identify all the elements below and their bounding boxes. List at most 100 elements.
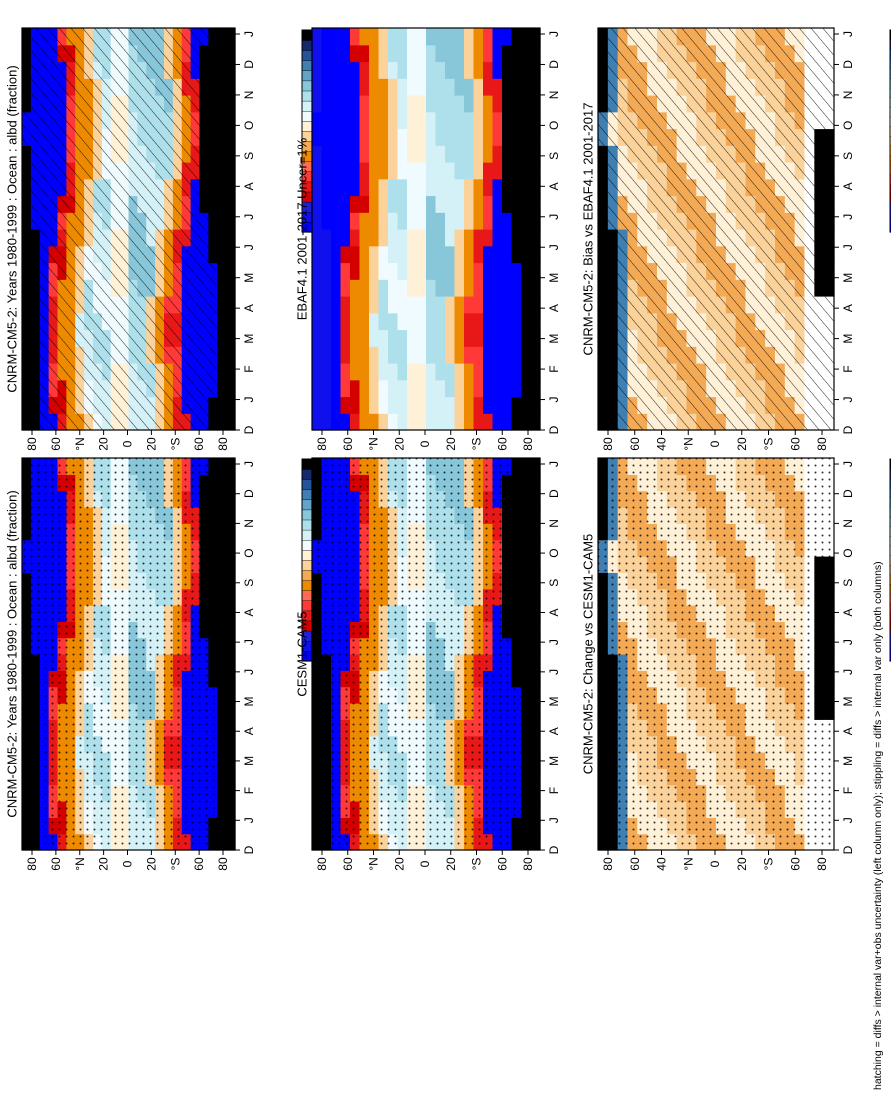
heatmap-cell [416, 296, 427, 314]
heatmap-cell [445, 329, 456, 347]
heatmap-cell [435, 245, 446, 264]
heatmap-cell [321, 229, 332, 247]
heatmap-cell [502, 312, 513, 331]
x-tick-label: S [242, 579, 256, 587]
heatmap-cell [331, 162, 342, 180]
x-tick-label: J [547, 397, 561, 403]
heatmap-cell [369, 346, 380, 364]
heatmap-cell [483, 296, 494, 314]
x-tick-label: M [547, 273, 561, 283]
y-tick-label: 60 [628, 857, 642, 871]
heatmap-cell [312, 346, 323, 364]
heatmap-cell [340, 329, 351, 347]
heatmap-cell [530, 312, 541, 331]
heatmap-cell [340, 296, 351, 314]
heatmap-cell [369, 95, 380, 113]
heatmap-cell [359, 111, 370, 130]
heatmap-cell [511, 413, 522, 431]
heatmap-cell [350, 162, 361, 180]
heatmap-cell [369, 162, 380, 180]
y-tick-label: 60 [341, 437, 355, 451]
heatmap-cell [388, 44, 399, 63]
heatmap-cell [502, 28, 513, 46]
heatmap-cell [473, 61, 484, 79]
heatmap-cell [464, 162, 475, 180]
panel-title: EBAF4.1 2001-2017 Uncer=1% [295, 137, 310, 320]
heatmap-cell [397, 145, 408, 163]
heatmap-cell [397, 212, 408, 230]
heatmap-cell [492, 245, 503, 264]
heatmap-cell [511, 212, 522, 230]
heatmap-cell [359, 312, 370, 331]
x-tick-label: A [242, 182, 256, 190]
panel-p4: D J F M A M J J A S O N D J 80 60 °N 20 0 20 °S 60 80 CESM1-CAM… [295, 457, 561, 871]
heatmap-cell [426, 396, 437, 414]
heatmap-cell [464, 245, 475, 264]
heatmap-cell [464, 111, 475, 130]
heatmap-cell [511, 396, 522, 414]
heatmap-cell [454, 145, 465, 163]
heatmap-cell [359, 178, 370, 197]
heatmap-cell [321, 111, 332, 130]
x-tick-label: A [841, 608, 855, 616]
heatmap-cell [397, 396, 408, 414]
heatmap-cell [388, 346, 399, 364]
heatmap-cell [492, 128, 503, 146]
heatmap-cell [435, 145, 446, 163]
heatmap-cell [502, 346, 513, 364]
heatmap-cell [378, 162, 389, 180]
heatmap-cell [359, 128, 370, 146]
heatmap-cell [350, 78, 361, 96]
heatmap-cell [464, 279, 475, 297]
heatmap-cell [397, 329, 408, 347]
heatmap-cell [378, 28, 389, 46]
heatmap-cell [407, 145, 418, 163]
y-tick-label: 0 [121, 860, 135, 867]
heatmap-cell [492, 61, 503, 79]
heatmap-cell [331, 195, 342, 213]
heatmap-cell [331, 44, 342, 63]
heatmap-cell [312, 379, 323, 398]
heatmap-cell [473, 279, 484, 297]
x-tick-label: M [841, 756, 855, 766]
x-tick-label: J [547, 817, 561, 823]
heatmap-cell [388, 245, 399, 264]
heatmap-cell [416, 346, 427, 364]
heatmap-cell [369, 329, 380, 347]
y-tick-label: 20 [97, 437, 111, 451]
x-tick-label: S [547, 152, 561, 160]
heatmap-cell [521, 78, 532, 96]
x-tick-label: F [547, 365, 561, 372]
heatmap-cell [473, 78, 484, 96]
heatmap-cell [445, 28, 456, 46]
heatmap-cell [464, 178, 475, 197]
heatmap-cell [321, 28, 332, 46]
heatmap-cell [502, 396, 513, 414]
heatmap-cell [445, 413, 456, 431]
heatmap-cell [321, 145, 332, 163]
heatmap-cell [350, 396, 361, 414]
x-tick-label: A [841, 304, 855, 312]
y-tick-label: 0 [418, 440, 432, 447]
heatmap-cell [312, 111, 323, 130]
heatmap-cell [454, 195, 465, 213]
heatmap-cell [521, 128, 532, 146]
heatmap-cell [416, 262, 427, 280]
heatmap-cell [454, 245, 465, 264]
heatmap-cell [454, 413, 465, 431]
heatmap-cell [350, 195, 361, 213]
heatmap-cell [388, 61, 399, 79]
heatmap-cell [464, 396, 475, 414]
heatmap-cell [492, 296, 503, 314]
heatmap-cell [530, 296, 541, 314]
heatmap-cell [350, 229, 361, 247]
heatmap-cell [388, 162, 399, 180]
heatmap-cell [426, 145, 437, 163]
heatmap-cell [378, 363, 389, 381]
heatmap-cell [378, 262, 389, 280]
heatmap-cell [511, 363, 522, 381]
x-tick-label: M [841, 273, 855, 283]
y-tick-label: 80 [521, 437, 535, 451]
x-tick-label: A [547, 727, 561, 735]
heatmap-cell [426, 61, 437, 79]
